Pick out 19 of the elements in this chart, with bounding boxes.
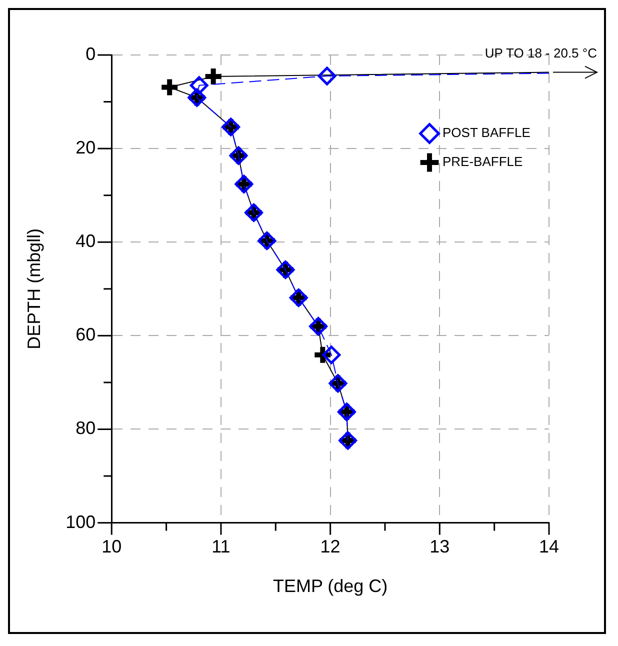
x-axis-title: TEMP (deg C) — [272, 576, 388, 596]
point — [318, 66, 336, 86]
x-tick-label: 11 — [212, 536, 230, 557]
y-tick-label: 100 — [66, 512, 96, 532]
point — [190, 76, 208, 95]
y-tick-label: 20 — [76, 138, 96, 158]
x-tick-label: 10 — [102, 536, 122, 557]
y-tick-label: 0 — [86, 44, 96, 64]
y-tick-label: 80 — [76, 418, 96, 438]
legend-label: POST BAFFLE — [442, 125, 531, 140]
y-tick-label: 60 — [76, 324, 96, 345]
point — [322, 346, 341, 364]
x-tick-label: 14 — [538, 536, 560, 557]
x-tick-label: 12 — [320, 536, 340, 557]
y-tick-label: 40 — [76, 231, 96, 252]
y-axis-title: DEPTH (mbgll) — [24, 228, 44, 350]
annotation: UP TO 18 - 20.5 °C — [484, 45, 597, 60]
legend-label: PRE-BAFFLE — [442, 154, 524, 170]
x-tick-label: 13 — [430, 536, 450, 557]
